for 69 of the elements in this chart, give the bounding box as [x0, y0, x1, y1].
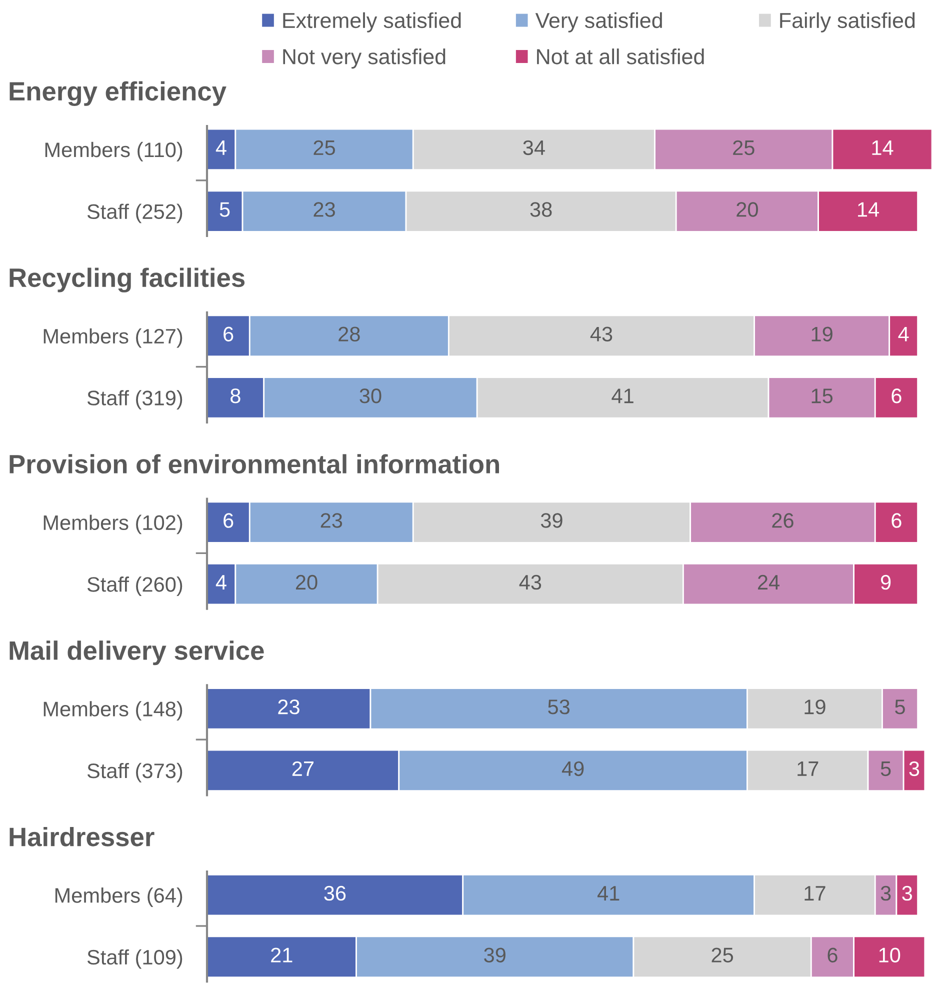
data-label: 17: [798, 762, 818, 776]
data-label: 21: [271, 948, 292, 962]
legend-label: Fairly satisfied: [780, 12, 915, 32]
y-tick-label: Members (102): [44, 514, 182, 534]
data-label: 30: [360, 388, 382, 404]
data-label: 43: [519, 574, 542, 590]
data-label: 23: [314, 202, 335, 217]
data-label: 17: [804, 886, 826, 900]
data-label: 36: [324, 886, 346, 901]
data-label: 20: [736, 202, 758, 217]
data-label: 25: [314, 140, 335, 156]
data-label: 3: [909, 761, 920, 776]
y-tick-label: Staff (319): [87, 390, 182, 410]
data-label: 38: [530, 202, 552, 217]
y-tick-label: Staff (252): [87, 204, 182, 224]
data-label: 43: [590, 326, 612, 342]
data-label: 25: [712, 948, 734, 962]
y-tick-label: Staff (109): [87, 949, 182, 969]
chart-title: Energy efficiency: [10, 81, 226, 106]
data-label: 53: [548, 700, 570, 714]
data-label: 3: [902, 886, 912, 901]
legend-label: Not very satisfied: [283, 48, 446, 69]
y-tick-label: Members (127): [44, 328, 182, 348]
data-label: 20: [296, 574, 318, 590]
data-label: 9: [880, 574, 891, 590]
data-label: 49: [562, 761, 584, 776]
data-label: 26: [772, 513, 794, 528]
data-label: 4: [216, 575, 226, 590]
data-label: 4: [216, 140, 226, 155]
y-tick-label: Staff (373): [87, 762, 182, 782]
data-label: 6: [892, 513, 902, 528]
data-label: 6: [224, 326, 234, 342]
y-tick-label: Members (148): [44, 701, 182, 721]
legend-label: Very satisfied: [535, 12, 662, 32]
data-label: 39: [484, 948, 506, 962]
data-label: 14: [858, 202, 880, 217]
chart-title: Mail delivery service: [10, 640, 264, 666]
data-label: 39: [540, 513, 562, 528]
data-label: 41: [612, 388, 634, 404]
data-label: 19: [804, 700, 826, 714]
data-label: 6: [828, 948, 838, 962]
data-label: 3: [880, 886, 891, 901]
y-tick-label: Staff (260): [87, 576, 182, 596]
data-label: 19: [812, 326, 832, 342]
y-tick-label: Members (64): [55, 888, 182, 907]
data-label: 6: [224, 513, 234, 528]
data-label: 34: [523, 140, 545, 156]
data-label: 10: [879, 948, 900, 962]
data-label: 23: [278, 700, 300, 714]
data-label: 28: [338, 326, 360, 342]
data-label: 23: [320, 513, 342, 528]
data-label: 8: [230, 388, 240, 404]
chart-title: Hairdresser: [10, 826, 154, 846]
data-label: 25: [733, 140, 754, 156]
y-tick-label: Members (110): [45, 142, 182, 162]
data-label: 41: [597, 886, 620, 900]
data-label: 15: [812, 388, 833, 404]
data-label: 14: [872, 140, 894, 155]
chart-title: Recycling facilities: [10, 268, 245, 292]
legend-label: Not at all satisfied: [537, 48, 704, 64]
data-label: 5: [880, 762, 891, 776]
data-label: 5: [895, 700, 905, 714]
data-label: 5: [220, 202, 230, 217]
legend-label: Extremely satisfied: [283, 12, 461, 32]
chart-title: Provision of environmental information: [10, 454, 500, 474]
data-label: 27: [292, 761, 314, 776]
data-label: 4: [898, 326, 909, 342]
data-label: 6: [892, 388, 902, 404]
data-label: 24: [758, 574, 780, 590]
